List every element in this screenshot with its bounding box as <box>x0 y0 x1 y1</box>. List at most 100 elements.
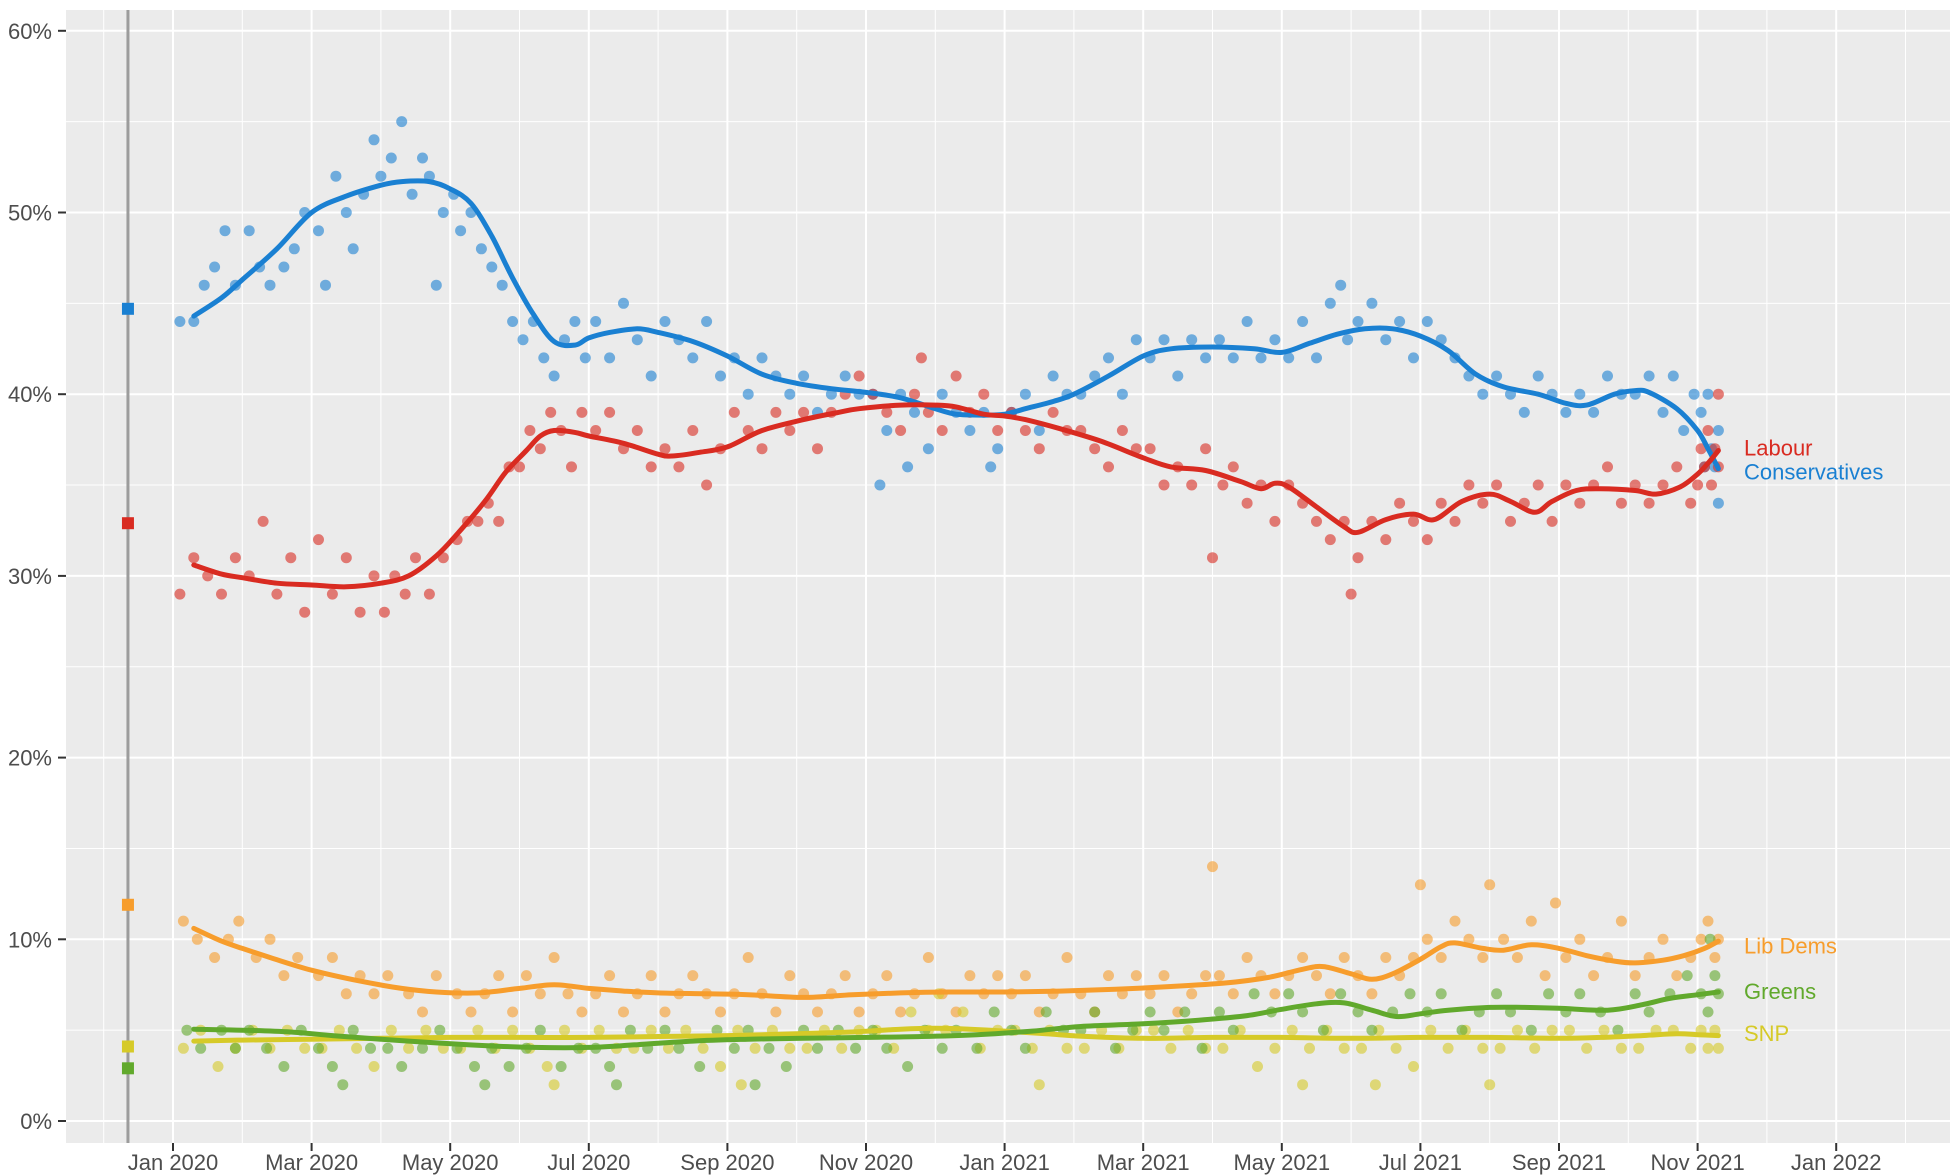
poll-point <box>1311 970 1322 982</box>
poll-point <box>229 1042 241 1054</box>
poll-point <box>517 334 529 346</box>
poll-point <box>406 188 418 200</box>
poll-point <box>964 970 976 982</box>
poll-point <box>1671 461 1683 473</box>
poll-point <box>1089 370 1101 382</box>
poll-point <box>742 952 754 963</box>
x-axis-label: Mar 2020 <box>265 1150 358 1175</box>
poll-point <box>1366 988 1378 1000</box>
poll-point <box>839 370 851 382</box>
poll-point <box>1671 970 1683 982</box>
poll-point <box>812 1042 823 1054</box>
poll-point <box>177 1042 189 1054</box>
poll-point <box>1165 1042 1177 1054</box>
poll-point <box>555 1061 567 1072</box>
poll-point <box>1335 279 1347 291</box>
poll-point <box>1695 933 1707 945</box>
poll-point <box>881 1042 893 1054</box>
poll-point <box>181 1024 193 1036</box>
poll-point <box>375 170 387 182</box>
poll-point <box>545 406 557 418</box>
poll-point <box>1110 1042 1121 1054</box>
poll-point <box>1581 1042 1593 1054</box>
poll-point <box>1678 425 1690 436</box>
poll-point <box>278 261 290 273</box>
poll-point <box>1702 388 1714 400</box>
poll-point <box>396 116 408 128</box>
trend-line-greens <box>191 989 1721 1051</box>
poll-point <box>1681 970 1693 982</box>
poll-point <box>1525 1024 1537 1036</box>
poll-point <box>770 1006 782 1018</box>
poll-point <box>611 1079 622 1091</box>
poll-point <box>1227 352 1239 364</box>
poll-point <box>905 1006 917 1018</box>
poll-point <box>715 370 726 382</box>
poll-point <box>909 388 920 400</box>
poll-point <box>1144 988 1156 1000</box>
poll-point <box>1491 479 1503 491</box>
poll-point <box>216 588 227 600</box>
poll-point <box>922 952 934 963</box>
poll-point <box>1394 497 1406 509</box>
poll-point <box>417 1042 428 1054</box>
poll-point <box>728 1042 740 1054</box>
poll-point <box>430 279 442 291</box>
poll-point <box>1702 1006 1714 1018</box>
poll-point <box>1615 915 1627 927</box>
poll-point <box>278 1061 290 1072</box>
poll-point <box>881 406 893 418</box>
poll-point <box>839 970 851 982</box>
x-axis-label: May 2021 <box>1233 1150 1330 1175</box>
poll-point <box>1061 952 1073 963</box>
poll-point <box>1477 497 1489 509</box>
poll-point <box>1505 515 1516 527</box>
poll-point <box>1574 497 1586 509</box>
poll-point <box>1311 352 1322 364</box>
poll-point <box>396 1061 408 1072</box>
poll-point <box>801 1042 813 1054</box>
poll-point <box>1692 479 1704 491</box>
poll-point <box>1130 970 1142 982</box>
poll-point <box>313 225 324 237</box>
poll-point <box>1089 443 1101 455</box>
poll-point <box>1685 497 1697 509</box>
poll-point <box>631 334 643 346</box>
poll-point <box>385 1024 397 1036</box>
poll-point <box>469 1061 480 1072</box>
points-lib-dems <box>177 861 1724 1018</box>
poll-point <box>1574 933 1586 945</box>
poll-point <box>1297 1079 1309 1091</box>
poll-point <box>243 225 255 237</box>
poll-point <box>209 952 221 963</box>
poll-point <box>188 316 200 327</box>
poll-point <box>1158 970 1170 982</box>
poll-point <box>1227 1024 1239 1036</box>
points-greens <box>181 933 1724 1091</box>
poll-point <box>1712 1042 1724 1054</box>
election-result-marker-snp <box>121 1040 134 1053</box>
poll-point <box>1477 952 1489 963</box>
poll-point <box>562 988 574 1000</box>
x-axis-label: Sep 2021 <box>1512 1150 1606 1175</box>
poll-point <box>1657 933 1669 945</box>
poll-point <box>320 279 331 291</box>
poll-point <box>659 1024 671 1036</box>
poll-point <box>420 1024 432 1036</box>
poll-point <box>1033 443 1045 455</box>
poll-point <box>1317 1024 1329 1036</box>
poll-point <box>1116 388 1128 400</box>
series-label-conservatives: Conservatives <box>1744 459 1883 484</box>
poll-point <box>1380 334 1392 346</box>
poll-point <box>417 152 428 164</box>
poll-point <box>288 243 300 255</box>
poll-point <box>313 1042 324 1054</box>
poll-point <box>1563 1024 1575 1036</box>
poll-point <box>673 461 685 473</box>
poll-point <box>784 970 796 982</box>
poll-point <box>1283 988 1295 1000</box>
poll-point <box>1297 316 1309 327</box>
poll-point <box>895 425 907 436</box>
poll-point <box>212 1061 224 1072</box>
poll-point <box>1491 370 1503 382</box>
